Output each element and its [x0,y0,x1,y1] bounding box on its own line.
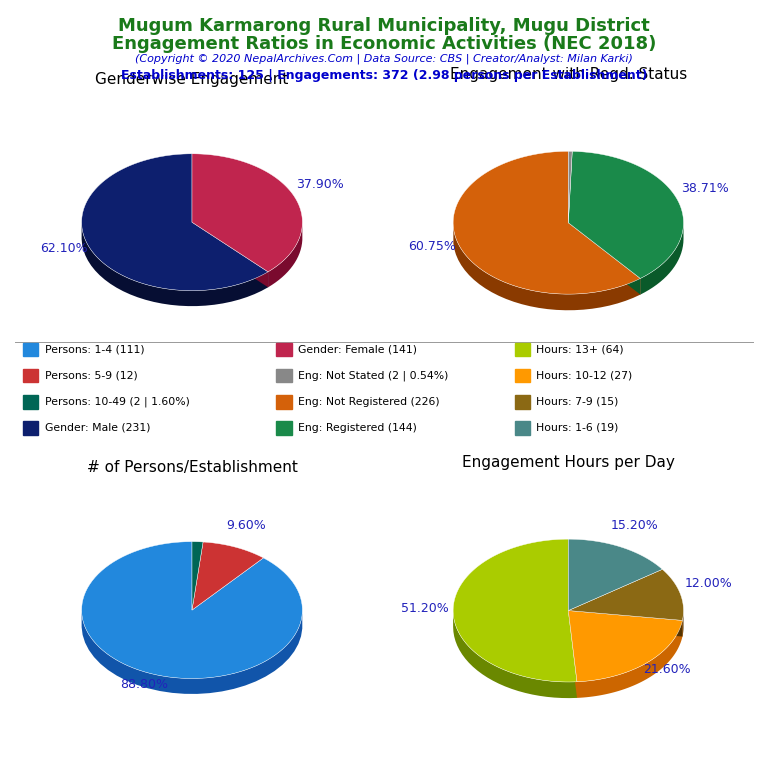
Text: Hours: 13+ (64): Hours: 13+ (64) [536,344,624,355]
Text: Engagement Ratios in Economic Activities (NEC 2018): Engagement Ratios in Economic Activities… [112,35,656,52]
Polygon shape [568,611,683,637]
Polygon shape [81,611,303,694]
Text: Eng: Not Registered (226): Eng: Not Registered (226) [298,396,439,407]
Title: Engagement with Regd. Status: Engagement with Regd. Status [450,67,687,82]
Text: 37.90%: 37.90% [296,178,344,191]
Text: 15.20%: 15.20% [611,519,658,532]
Text: 21.60%: 21.60% [643,664,690,677]
Text: Mugum Karmarong Rural Municipality, Mugu District: Mugum Karmarong Rural Municipality, Mugu… [118,17,650,35]
Text: Hours: 1-6 (19): Hours: 1-6 (19) [536,422,618,433]
Polygon shape [453,539,577,682]
Text: Persons: 1-4 (111): Persons: 1-4 (111) [45,344,144,355]
Polygon shape [568,539,662,611]
Polygon shape [568,223,641,295]
Text: 88.80%: 88.80% [121,678,168,691]
Text: Establishments: 125 | Engagements: 372 (2.98 persons per Establishment): Establishments: 125 | Engagements: 372 (… [121,69,647,82]
Polygon shape [453,611,577,698]
Polygon shape [81,154,268,290]
Polygon shape [81,541,303,678]
Text: Persons: 10-49 (2 | 1.60%): Persons: 10-49 (2 | 1.60%) [45,396,190,407]
Text: Eng: Not Stated (2 | 0.54%): Eng: Not Stated (2 | 0.54%) [298,370,449,381]
Polygon shape [192,222,268,287]
Text: (Copyright © 2020 NepalArchives.Com | Data Source: CBS | Creator/Analyst: Milan : (Copyright © 2020 NepalArchives.Com | Da… [135,54,633,65]
Text: 60.75%: 60.75% [409,240,456,253]
Polygon shape [192,542,263,610]
Polygon shape [568,151,684,279]
Polygon shape [81,223,268,306]
Text: Gender: Male (231): Gender: Male (231) [45,422,150,433]
Polygon shape [683,611,684,637]
Polygon shape [568,223,641,295]
Text: 51.20%: 51.20% [401,601,449,614]
Polygon shape [577,621,683,698]
Polygon shape [192,541,203,610]
Polygon shape [192,222,268,287]
Polygon shape [453,151,641,294]
Text: 38.71%: 38.71% [681,182,729,195]
Text: Eng: Registered (144): Eng: Registered (144) [298,422,417,433]
Text: Gender: Female (141): Gender: Female (141) [298,344,417,355]
Title: Engagement Hours per Day: Engagement Hours per Day [462,455,675,470]
Polygon shape [568,611,683,682]
Text: Hours: 10-12 (27): Hours: 10-12 (27) [536,370,632,381]
Polygon shape [568,611,577,698]
Text: 12.00%: 12.00% [684,578,732,590]
Text: 9.60%: 9.60% [226,519,266,532]
Polygon shape [568,611,577,698]
Polygon shape [268,224,303,287]
Polygon shape [568,611,683,637]
Text: Hours: 7-9 (15): Hours: 7-9 (15) [536,396,618,407]
Text: Persons: 5-9 (12): Persons: 5-9 (12) [45,370,137,381]
Polygon shape [192,154,303,272]
Polygon shape [568,569,684,621]
Title: Genderwise Engagement: Genderwise Engagement [95,72,289,88]
Text: 62.10%: 62.10% [40,242,88,255]
Title: # of Persons/Establishment: # of Persons/Establishment [87,460,297,475]
Polygon shape [641,223,684,295]
Polygon shape [453,227,641,310]
Polygon shape [568,151,572,223]
